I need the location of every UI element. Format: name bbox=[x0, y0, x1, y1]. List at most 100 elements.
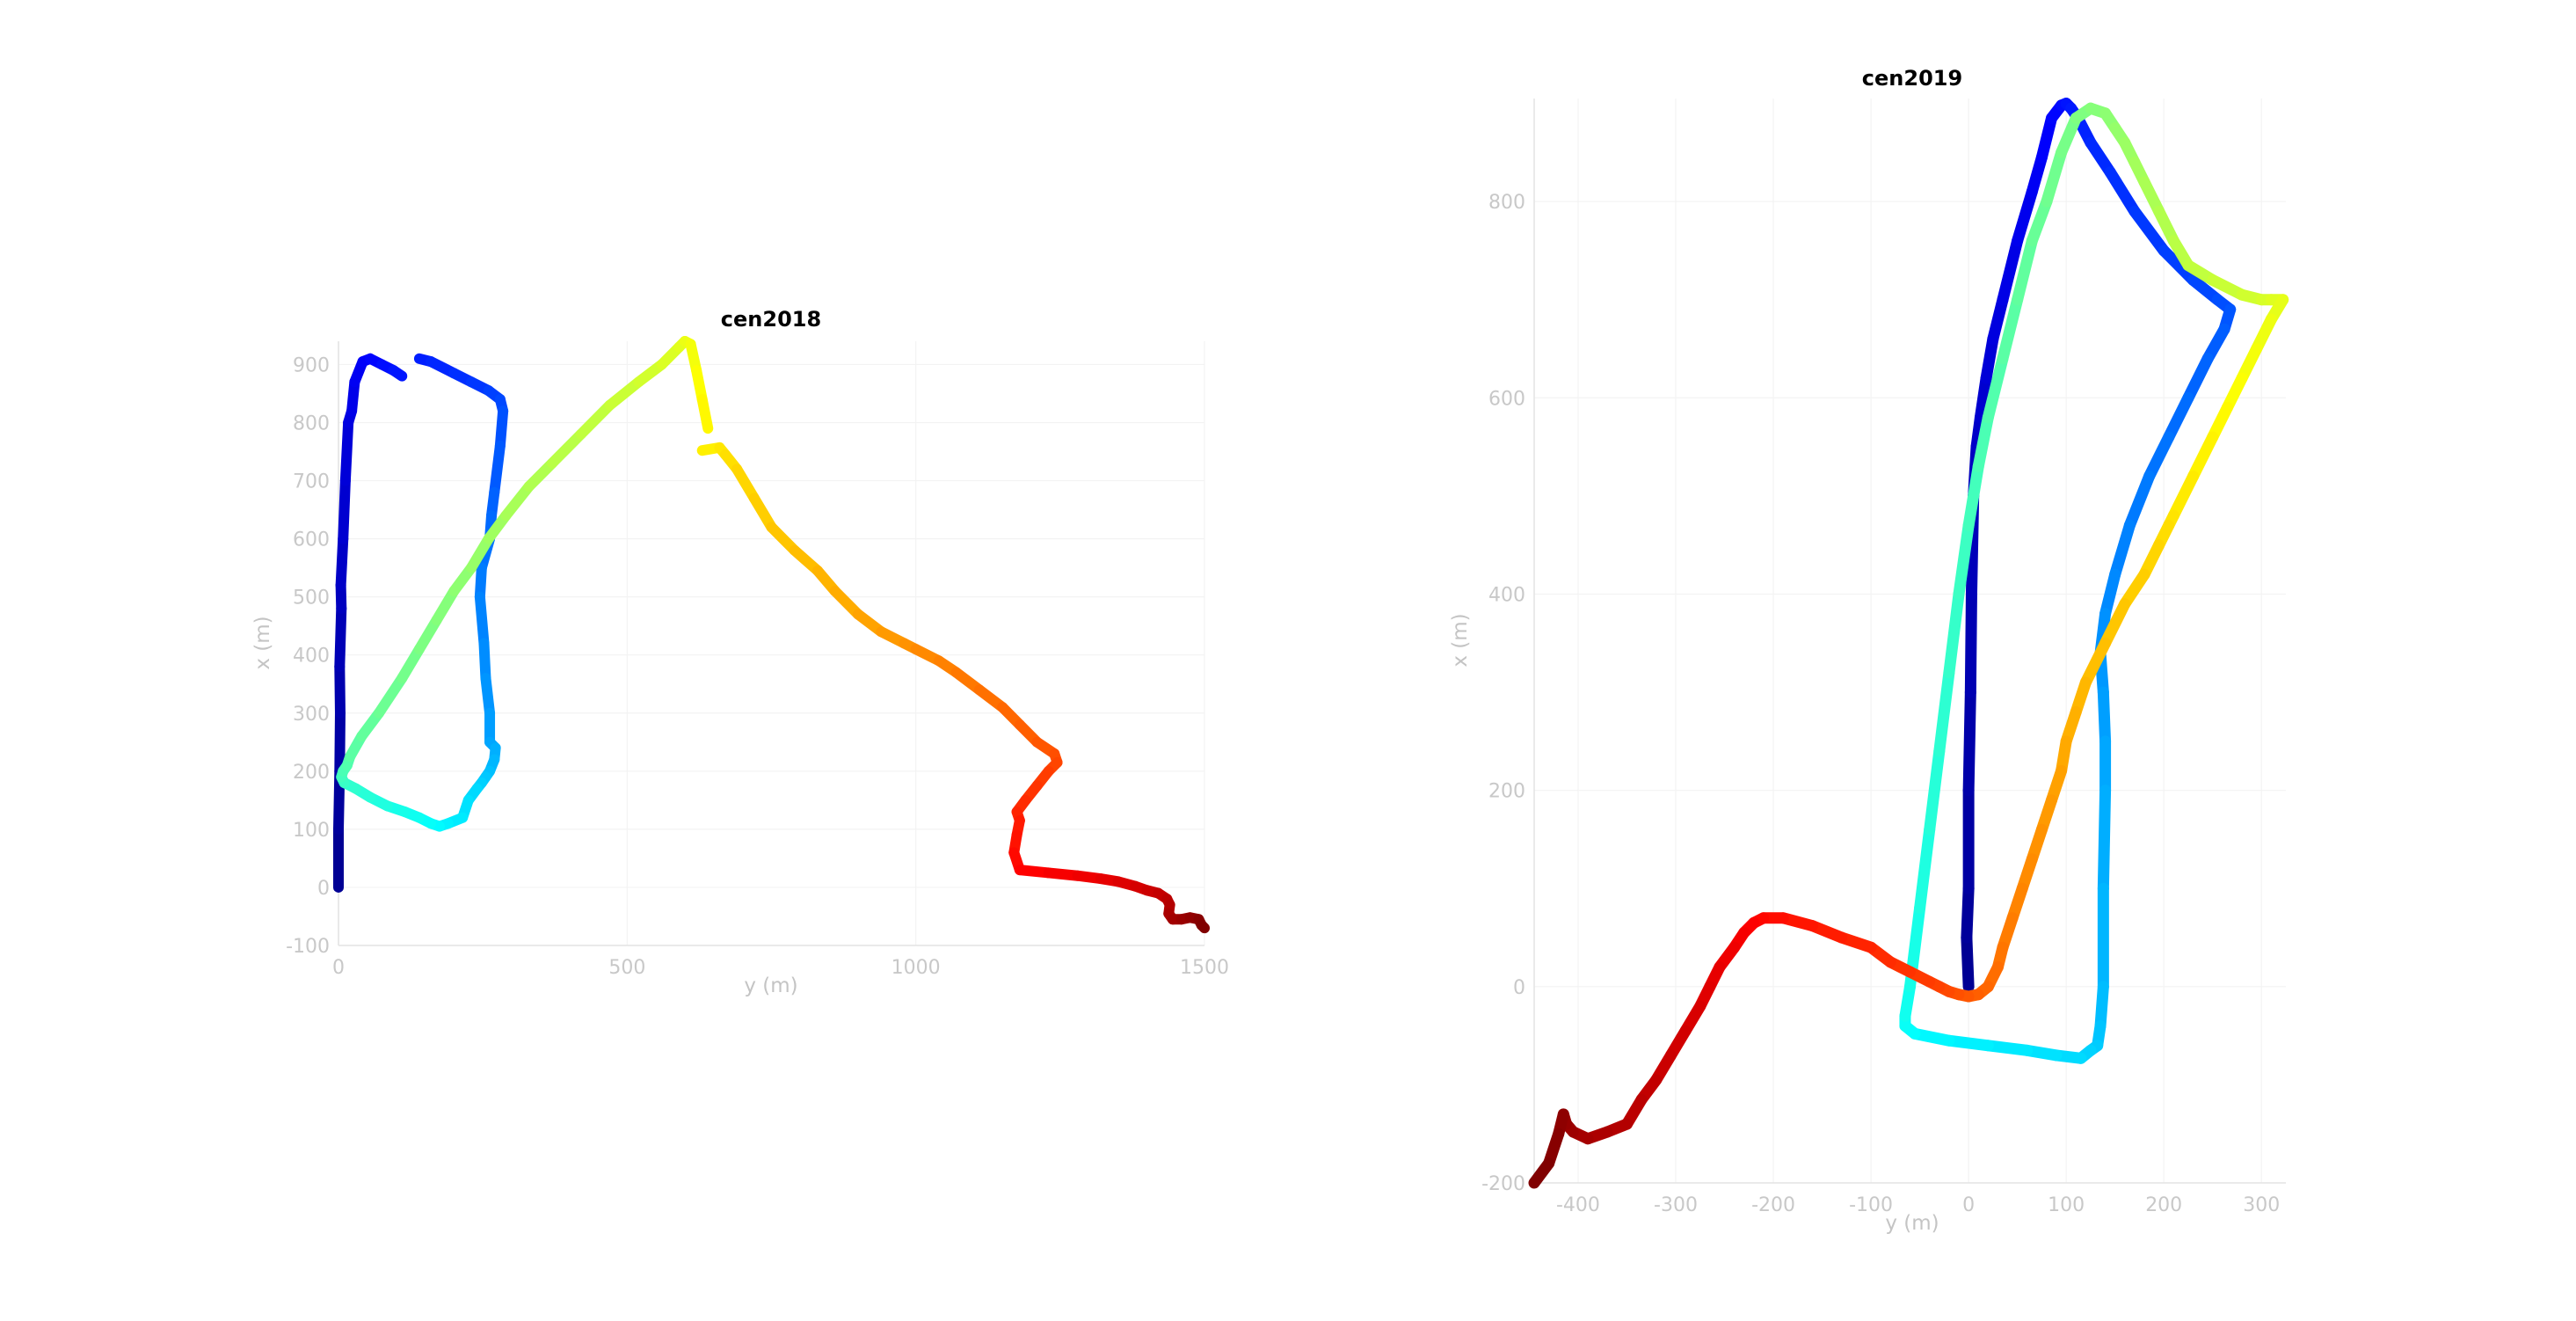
y-tick-label: 700 bbox=[293, 471, 330, 493]
y-tick-label: 600 bbox=[293, 529, 330, 551]
y-tick-label: 0 bbox=[1513, 977, 1525, 999]
x-tick-label: -200 bbox=[1751, 1194, 1795, 1216]
trajectory-segment bbox=[2143, 431, 2175, 483]
trajectory-segment bbox=[2097, 686, 2112, 748]
x-tick-label: 0 bbox=[332, 957, 345, 979]
y-tick-label: 100 bbox=[293, 820, 330, 842]
trajectory-segment bbox=[1933, 667, 1955, 757]
trajectory-segment bbox=[2158, 244, 2200, 286]
y-tick-label: 300 bbox=[293, 704, 330, 726]
x-axis-label: y (m) bbox=[1885, 1212, 1939, 1235]
trajectory-segment bbox=[388, 365, 408, 382]
trajectory-segment bbox=[575, 399, 615, 440]
trajectory-segment bbox=[2167, 471, 2200, 522]
trajectory-segment bbox=[1962, 460, 1984, 531]
y-tick-label: 200 bbox=[1488, 781, 1525, 803]
x-tick-label: 100 bbox=[2048, 1194, 2085, 1216]
trajectory-segment bbox=[335, 533, 349, 591]
trajectory-segment bbox=[1196, 919, 1210, 934]
trajectory-segment bbox=[766, 522, 800, 556]
trajectory-segment bbox=[480, 673, 496, 719]
trajectory-segment bbox=[1914, 823, 1936, 915]
trajectory-cen2019 bbox=[1528, 98, 2289, 1189]
trajectory-segment bbox=[334, 707, 346, 777]
trajectory-segment bbox=[2026, 151, 2048, 198]
trajectory-segment bbox=[1982, 353, 2009, 424]
trajectory-segment bbox=[604, 376, 644, 411]
x-tick-label: -400 bbox=[1556, 1194, 1600, 1216]
trajectory-segment bbox=[1980, 332, 1999, 384]
trajectory-segment bbox=[696, 394, 714, 434]
x-tick-label: -300 bbox=[1654, 1194, 1698, 1216]
trajectory-segment bbox=[1943, 1034, 1994, 1052]
y-tick-label: 800 bbox=[293, 412, 330, 434]
trajectory-segment bbox=[2012, 186, 2038, 247]
plot-cen2019: -400 -300 -200 -100 0 100 200 300 -200 0 200 400 600… bbox=[1449, 66, 2289, 1235]
x-tick-label: 0 bbox=[1962, 1194, 1975, 1216]
trajectory-segment bbox=[431, 586, 460, 626]
trajectory-segment bbox=[2035, 112, 2058, 164]
trajectory-segment bbox=[339, 417, 354, 486]
grid-cen2018 bbox=[338, 341, 1205, 946]
y-tick-label: -200 bbox=[1481, 1173, 1525, 1195]
x-tick-label: -100 bbox=[1849, 1194, 1893, 1216]
trajectory-segment bbox=[478, 638, 491, 684]
x-tick-label: 1500 bbox=[1180, 957, 1229, 979]
y-tick-label: 800 bbox=[1488, 192, 1525, 214]
trajectory-segment bbox=[2041, 146, 2068, 208]
trajectory-segment bbox=[2099, 568, 2121, 620]
trajectory-segment bbox=[466, 533, 494, 573]
trajectory-segment bbox=[1997, 235, 2024, 306]
trajectory-segment bbox=[474, 591, 490, 649]
trajectory-segment bbox=[1987, 294, 2009, 345]
trajectory-segment bbox=[546, 428, 586, 469]
y-tick-label: 400 bbox=[1488, 584, 1525, 606]
trajectory-segment bbox=[1964, 588, 1977, 698]
trajectory-segment bbox=[413, 615, 442, 655]
trajectory-segment bbox=[1962, 686, 1976, 797]
trajectory-segment bbox=[489, 440, 506, 498]
x-axis-label: y (m) bbox=[744, 974, 797, 997]
trajectory-segment bbox=[1982, 1040, 2034, 1056]
trajectory-segment bbox=[1961, 931, 1975, 993]
axes-cen2018 bbox=[338, 341, 1204, 946]
trajectory-segment bbox=[2085, 136, 2116, 179]
chart-title: cen2018 bbox=[721, 307, 821, 332]
trajectory-segment bbox=[2012, 235, 2038, 306]
trajectory-segment bbox=[338, 475, 351, 544]
trajectory-segment bbox=[2094, 981, 2109, 1032]
trajectory-segment bbox=[2128, 205, 2170, 257]
y-tick-label: -100 bbox=[286, 936, 330, 958]
ticks-cen2018: 0 500 1000 1500-100010020030040050060070080… bbox=[286, 354, 1229, 979]
trajectory-segment bbox=[1953, 519, 1975, 600]
trajectory-segment bbox=[1972, 412, 1994, 472]
trajectory-segment bbox=[2097, 785, 2112, 894]
x-tick-label: 1000 bbox=[891, 957, 941, 979]
x-tick-label: 200 bbox=[2145, 1194, 2182, 1216]
trajectory-segment bbox=[2119, 568, 2150, 610]
trajectory-segment bbox=[494, 405, 509, 451]
trajectory-segment bbox=[2104, 166, 2141, 217]
trajectory-segment bbox=[500, 481, 535, 522]
trajectory-segment bbox=[334, 660, 346, 719]
trajectory-segment bbox=[373, 673, 408, 719]
trajectory-segment bbox=[1528, 1157, 1555, 1189]
trajectory-segment bbox=[2056, 112, 2082, 158]
plot-cen2018: 0 500 1000 1500-100010020030040050060070080… bbox=[251, 307, 1229, 997]
trajectory-segment bbox=[2123, 471, 2156, 531]
chart-title: cen2019 bbox=[1862, 66, 1962, 91]
trajectory-segment bbox=[2026, 195, 2053, 247]
trajectory-segment bbox=[1924, 745, 1946, 836]
trajectory-segment bbox=[1943, 588, 1965, 679]
y-axis-label: x (m) bbox=[251, 616, 274, 669]
trajectory-segment bbox=[1909, 1027, 1955, 1047]
y-axis-label: x (m) bbox=[1449, 613, 1472, 667]
trajectory-segment bbox=[523, 457, 557, 493]
trajectory-segment bbox=[2109, 519, 2136, 580]
axes-cen2019 bbox=[1533, 99, 2286, 1184]
trajectory-segment bbox=[397, 644, 425, 684]
trajectory-segment bbox=[2079, 637, 2112, 689]
ticks-cen2019: -400 -300 -200 -100 0 100 200 300 -200 0 200 400 600… bbox=[1481, 192, 2280, 1216]
y-tick-label: 600 bbox=[1488, 388, 1525, 410]
